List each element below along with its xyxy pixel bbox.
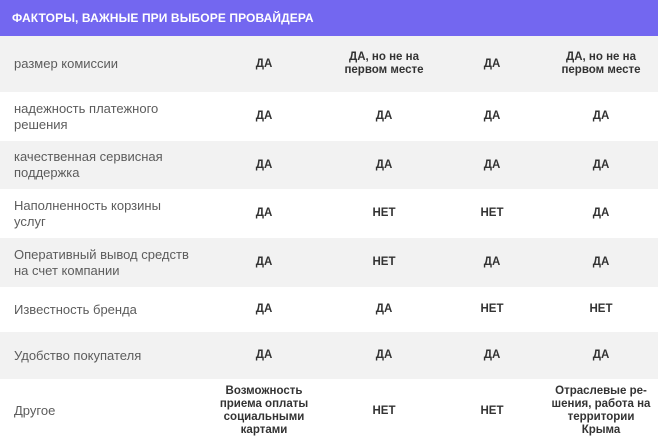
row-value: ДА [483, 349, 501, 361]
row-value: ДА [592, 256, 610, 268]
table-row: качественная сервисная поддержка ДА ДА Д… [0, 141, 658, 189]
row-value: ДА [592, 158, 610, 171]
row-label: Известность бренда [14, 301, 137, 317]
row-value: ДА [375, 110, 393, 122]
row-value: ДА [375, 303, 393, 315]
row-value: ДА [483, 57, 501, 70]
row-value: ДА [375, 349, 393, 361]
row-label: размер комиссии [14, 56, 119, 71]
table-title: ФАКТОРЫ, ВАЖНЫЕ ПРИ ВЫБОРЕ ПРОВАЙДЕРА [0, 0, 658, 36]
row-value: ДА [255, 303, 273, 315]
row-value: ДА [255, 349, 273, 361]
table-row: Оперативный вывод средств на счет компан… [0, 238, 658, 287]
row-value: ДА [255, 158, 273, 171]
row-value: ДА [592, 207, 610, 219]
row-value: ДА, но не на первом месте [561, 51, 641, 76]
row-value: ДА, но не на первом месте [344, 51, 424, 76]
table-row: Известность бренда ДА ДА НЕТ НЕТ [0, 287, 658, 332]
row-label: Оперативный вывод средств на счет компан… [14, 246, 189, 278]
row-value: ДА [255, 57, 273, 70]
row-value: НЕТ [480, 303, 504, 315]
row-value: НЕТ [372, 207, 396, 219]
table-row: надежность платежного решения ДА ДА ДА Д… [0, 92, 658, 141]
row-label: качественная сервисная поддержка [14, 149, 163, 180]
row-label: Удобство покупателя [14, 347, 142, 363]
row-value: ДА [255, 256, 273, 268]
row-value: ДА [255, 207, 273, 219]
row-label: надежность платежного решения [14, 100, 159, 132]
row-value: НЕТ [480, 207, 504, 219]
row-value: ДА [592, 110, 610, 122]
row-label: Другое [14, 403, 56, 418]
row-value: ДА [255, 110, 273, 122]
row-value: ДА [483, 110, 501, 122]
row-value: НЕТ [589, 303, 613, 315]
row-value: ДА [592, 349, 610, 361]
row-value: ДА [483, 256, 501, 268]
table-row: Наполненность корзины услуг ДА НЕТ НЕТ Д… [0, 189, 658, 238]
row-value: НЕТ [372, 404, 396, 417]
row-value: Возможность приема оплаты социальными ка… [219, 385, 309, 436]
row-value: ДА [483, 158, 501, 171]
row-value: НЕТ [372, 256, 396, 268]
table-row: размер комиссии ДА ДА, но не на первом м… [0, 36, 658, 92]
row-value: ДА [375, 158, 393, 171]
row-value: Отраслевые ре-шения, работа на территори… [551, 385, 651, 436]
row-value: НЕТ [480, 404, 504, 417]
table-row: Другое Возможность приема оплаты социаль… [0, 379, 658, 443]
table-row: Удобство покупателя ДА ДА ДА ДА [0, 332, 658, 379]
row-label: Наполненность корзины услуг [14, 197, 161, 229]
